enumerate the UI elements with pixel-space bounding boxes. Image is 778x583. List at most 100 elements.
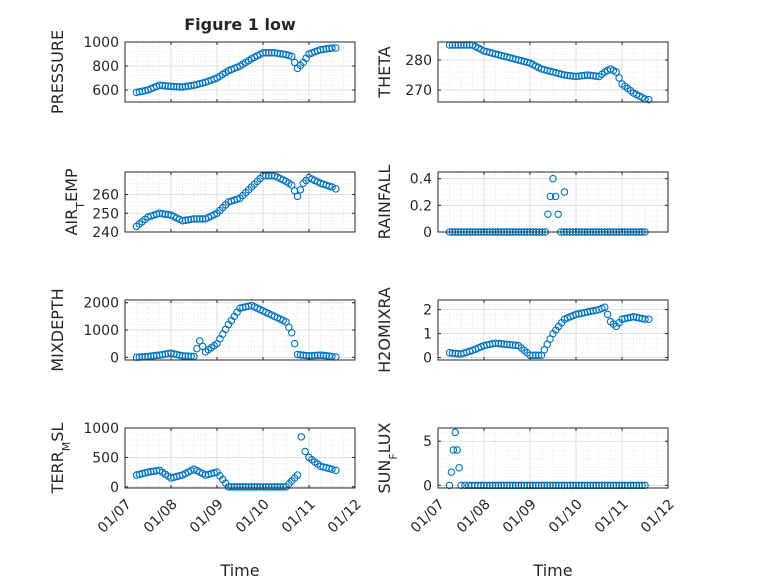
data-point xyxy=(164,82,172,90)
data-point xyxy=(546,481,554,490)
grid xyxy=(124,427,356,488)
data-point xyxy=(514,481,523,490)
data-point xyxy=(508,341,517,349)
data-point xyxy=(534,351,543,359)
figure-title: Figure 1 low xyxy=(184,15,296,34)
x-axis-title: Time xyxy=(219,561,259,580)
data-point xyxy=(293,471,302,479)
data-point xyxy=(270,49,279,57)
y-axis-title-rest: EMP xyxy=(62,168,81,202)
data-point xyxy=(325,464,333,473)
axes-box xyxy=(437,299,669,361)
y-tick-label: 500 xyxy=(92,450,119,466)
data-point xyxy=(181,82,190,91)
data-point xyxy=(598,481,606,490)
y-tick-label: 0 xyxy=(110,350,119,366)
grid xyxy=(437,428,669,488)
subplot-1: 600 800 1000 PRESSURE xyxy=(48,30,356,114)
data-point xyxy=(497,481,505,490)
data-point xyxy=(603,310,612,319)
data-point xyxy=(529,351,537,359)
data-point xyxy=(583,71,592,79)
data-point xyxy=(299,351,307,359)
data-point xyxy=(592,481,600,490)
data-point xyxy=(534,481,543,490)
data-point xyxy=(196,215,204,223)
data-point xyxy=(586,481,595,490)
data-point xyxy=(187,215,195,224)
data-point xyxy=(626,313,635,322)
data-point xyxy=(301,447,309,456)
data-point xyxy=(580,481,589,490)
data-point xyxy=(313,351,322,360)
grid xyxy=(437,172,669,233)
data-point xyxy=(270,483,279,491)
y-axis-title-main: AIR xyxy=(62,209,81,236)
data-point xyxy=(589,481,597,490)
data-point xyxy=(181,352,190,360)
data-point xyxy=(511,481,520,490)
data-point xyxy=(190,215,198,223)
y-tick-label: 0 xyxy=(423,225,432,241)
data-point xyxy=(618,481,626,490)
y-axis-title: PRESSURE xyxy=(48,30,67,114)
data-point xyxy=(641,481,649,490)
data-point xyxy=(332,185,340,193)
data-point xyxy=(144,468,152,476)
data-point xyxy=(259,49,267,57)
data-point xyxy=(488,481,497,490)
y-tick-label: 1000 xyxy=(83,421,119,437)
y-tick-label: 280 xyxy=(405,53,432,69)
data-point xyxy=(236,483,244,491)
y-axis-title: RAINFALL xyxy=(375,165,394,240)
subplot-5: 0 1000 2000 MIXDEPTH xyxy=(48,288,356,372)
subplot-2: 270 280 THETA xyxy=(375,41,669,104)
axes-box xyxy=(437,427,669,489)
data-point xyxy=(600,303,609,311)
data-point xyxy=(322,45,330,53)
y-axis-title: AIRTEMP xyxy=(62,168,87,235)
data-point xyxy=(583,481,592,490)
grid xyxy=(124,300,356,360)
data-point xyxy=(262,49,270,57)
data-point xyxy=(506,481,514,490)
data-point xyxy=(316,46,325,54)
subplot-4: 0 0.2 0.4 RAINFALL xyxy=(375,165,669,241)
data-point xyxy=(494,481,503,490)
data-point xyxy=(577,481,586,490)
data-point xyxy=(451,349,459,358)
data-point xyxy=(328,465,336,473)
data-point xyxy=(262,172,270,180)
data-point xyxy=(569,72,577,80)
data-point xyxy=(612,481,620,490)
data-point xyxy=(150,467,158,475)
subplot-6: 0 1 2 H2OMIXRA xyxy=(375,287,669,373)
data-point xyxy=(161,82,170,90)
data-point xyxy=(526,481,534,490)
y-axis-title-subscript: T xyxy=(74,202,87,210)
data-point xyxy=(310,351,319,360)
data-point xyxy=(638,481,646,490)
data-point xyxy=(296,186,305,194)
data-point xyxy=(589,72,597,80)
data-point xyxy=(239,483,247,491)
y-tick-label: 800 xyxy=(92,59,119,75)
data-point xyxy=(210,469,218,477)
data-point xyxy=(264,49,273,57)
data-point xyxy=(629,481,638,490)
data-point xyxy=(175,83,184,91)
data-point xyxy=(580,71,589,80)
data-point xyxy=(603,481,612,490)
data-point xyxy=(557,481,566,490)
y-axis-title: TERRMSL xyxy=(48,423,73,495)
data-point xyxy=(242,483,250,491)
data-point xyxy=(606,481,615,490)
data-point xyxy=(520,481,528,490)
y-axis-title-rest: LUX xyxy=(375,422,394,453)
y-axis-title-main: SUN xyxy=(375,460,394,494)
data-point xyxy=(273,49,282,57)
data-point xyxy=(173,82,181,91)
data-point xyxy=(170,82,178,91)
data-point xyxy=(451,428,459,437)
data-point xyxy=(549,174,557,183)
